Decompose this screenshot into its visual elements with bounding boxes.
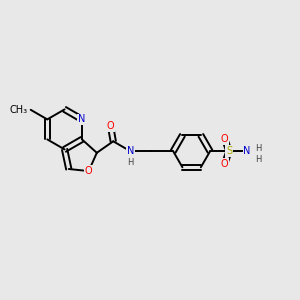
Text: H: H (128, 158, 134, 167)
Text: O: O (85, 166, 92, 176)
Text: S: S (226, 146, 232, 156)
Text: O: O (221, 134, 228, 144)
Text: N: N (127, 146, 134, 156)
Text: O: O (221, 159, 228, 169)
Text: CH₃: CH₃ (10, 105, 28, 115)
Text: H: H (255, 144, 262, 153)
Text: H: H (255, 155, 262, 164)
Text: O: O (107, 121, 114, 131)
Text: N: N (243, 146, 251, 156)
Text: N: N (78, 114, 85, 124)
